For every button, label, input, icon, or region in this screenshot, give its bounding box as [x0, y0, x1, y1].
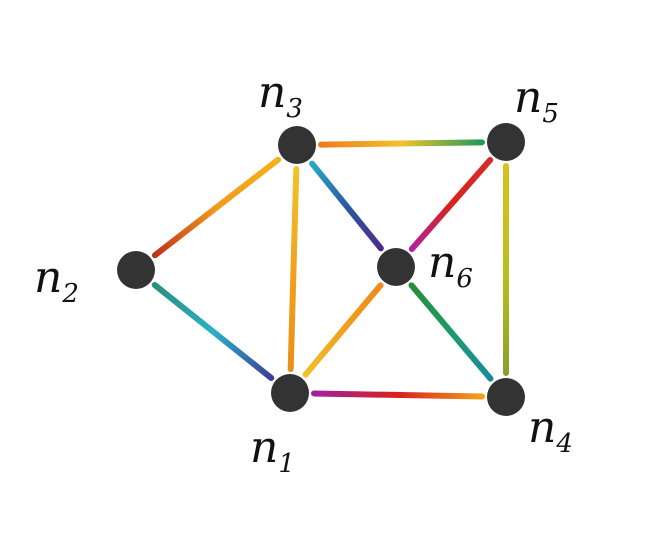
- node-label-n4: n4: [528, 402, 573, 459]
- node-n4: [487, 378, 525, 416]
- edge-n3-n5: [317, 139, 486, 148]
- node-n5: [487, 123, 525, 161]
- edge-n3-n6: [309, 160, 384, 252]
- node-label-subscript: 3: [286, 94, 303, 124]
- node-label-letter: n: [34, 252, 62, 303]
- node-label-n2: n2: [34, 252, 79, 309]
- node-n6: [377, 248, 415, 286]
- edge-n2-n1: [151, 281, 275, 382]
- edge-n6-n4: [408, 282, 494, 382]
- node-label-n3: n3: [258, 67, 303, 124]
- edge-n2-n3: [151, 156, 282, 259]
- edge-n1-n4: [310, 390, 486, 400]
- node-label-letter: n: [528, 402, 556, 453]
- node-label-letter: n: [428, 237, 456, 288]
- node-label-subscript: 1: [278, 449, 295, 479]
- node-label-letter: n: [514, 72, 542, 123]
- node-label-letter: n: [250, 422, 278, 473]
- edge-n3-n1: [287, 165, 300, 373]
- node-label-n6: n6: [428, 237, 473, 294]
- node-label-subscript: 6: [456, 264, 473, 294]
- node-n1: [271, 374, 309, 412]
- edge-n6-n5: [408, 157, 494, 252]
- node-n3: [278, 126, 316, 164]
- node-label-n1: n1: [250, 422, 295, 479]
- node-n2: [117, 251, 155, 289]
- node-label-n5: n5: [514, 72, 559, 129]
- edges-layer: [151, 139, 509, 400]
- nodes-layer: [117, 123, 525, 416]
- node-label-subscript: 4: [555, 429, 573, 459]
- node-label-subscript: 2: [61, 279, 79, 309]
- node-label-subscript: 5: [542, 99, 559, 129]
- node-label-letter: n: [258, 67, 286, 118]
- edge-n6-n1: [302, 282, 384, 378]
